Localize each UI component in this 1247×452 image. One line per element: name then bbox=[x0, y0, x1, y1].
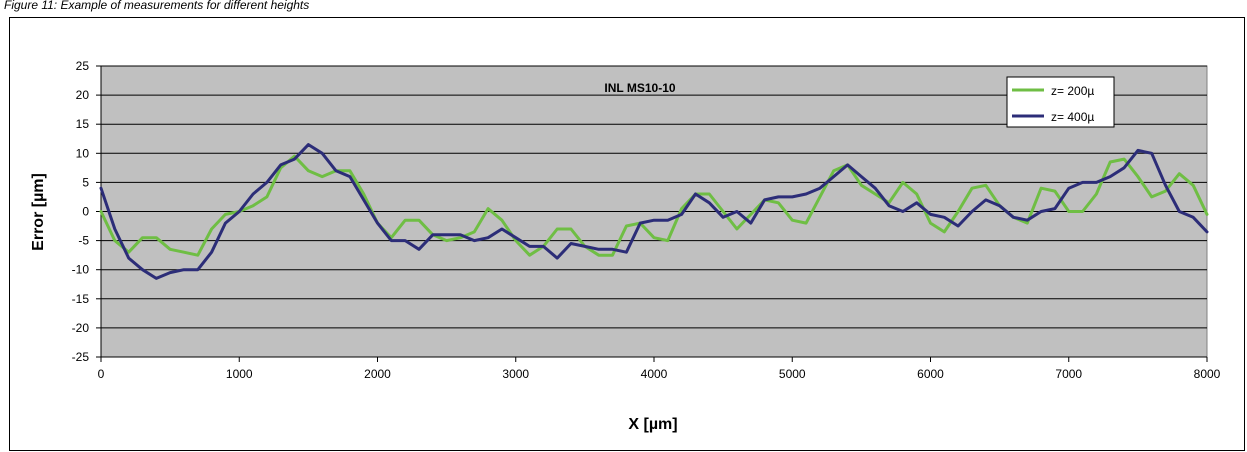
x-tick-label: 7000 bbox=[1055, 367, 1082, 381]
legend-label-1: z= 200µ bbox=[1051, 84, 1094, 98]
x-tick-label: 8000 bbox=[1194, 367, 1221, 381]
chart-title: INL MS10-10 bbox=[604, 81, 675, 95]
y-tick-label: -5 bbox=[78, 234, 89, 248]
y-tick-label: 15 bbox=[76, 117, 90, 131]
y-tick-label: 0 bbox=[82, 205, 89, 219]
series-lines bbox=[99, 143, 1209, 280]
legend-label-2: z= 400µ bbox=[1051, 110, 1094, 124]
y-tick-label: 10 bbox=[76, 146, 90, 160]
y-tick-label: -10 bbox=[72, 263, 90, 277]
x-tick-label: 3000 bbox=[502, 367, 529, 381]
series-line-2 bbox=[99, 143, 1209, 280]
x-tick-label: 2000 bbox=[364, 367, 391, 381]
y-axis-label: Error [µm] bbox=[30, 173, 47, 251]
x-tick-label: 4000 bbox=[641, 367, 668, 381]
y-tick-label: -25 bbox=[72, 350, 90, 364]
y-tick-label: -20 bbox=[72, 321, 90, 335]
y-tick-label: 25 bbox=[76, 59, 90, 73]
tick-labels: 25 20 15 10 5 0 -5 -10 -15 -20 -25 0 1000 2000 3000 400… bbox=[72, 59, 1221, 381]
x-axis-label: X [µm] bbox=[628, 416, 677, 433]
x-tick-label: 0 bbox=[98, 367, 105, 381]
figure-caption: Figure 11: Example of measurements for d… bbox=[4, 0, 310, 12]
y-tick-label: 20 bbox=[76, 88, 90, 102]
x-tick-label: 1000 bbox=[226, 367, 253, 381]
y-tick-label: 5 bbox=[82, 175, 89, 189]
legend: z= 200µ z= 400µ bbox=[1006, 76, 1115, 128]
chart-frame bbox=[9, 17, 1245, 451]
x-tick-label: 6000 bbox=[917, 367, 944, 381]
y-tick-label: -15 bbox=[72, 292, 90, 306]
legend-box bbox=[1006, 76, 1115, 128]
x-tick-label: 5000 bbox=[779, 367, 806, 381]
